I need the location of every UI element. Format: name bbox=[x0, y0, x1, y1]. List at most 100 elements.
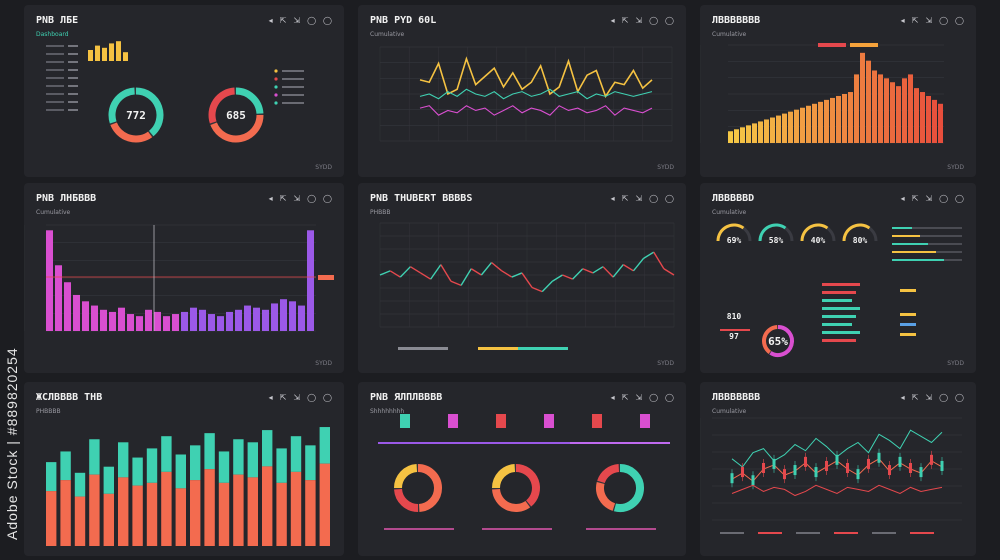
share-icon[interactable]: ⇱ bbox=[279, 393, 287, 402]
share-icon[interactable]: ⇱ bbox=[911, 194, 919, 203]
expand-icon[interactable]: ⇲ bbox=[925, 393, 933, 402]
bar-top bbox=[175, 454, 186, 489]
bar bbox=[55, 265, 62, 331]
price-segment bbox=[572, 268, 584, 280]
legend-line bbox=[796, 532, 820, 534]
donut-slice bbox=[135, 87, 164, 137]
series-line bbox=[419, 88, 653, 100]
share-icon[interactable]: ⇱ bbox=[621, 194, 629, 203]
expand-icon[interactable]: ⇲ bbox=[635, 16, 643, 25]
panel-subtitle: PHBBBB bbox=[36, 408, 61, 415]
bar bbox=[235, 309, 242, 331]
info-icon[interactable]: ◯ bbox=[665, 194, 674, 203]
donut-value: 772 bbox=[126, 109, 146, 122]
settings-icon[interactable]: ◯ bbox=[649, 393, 659, 402]
share-icon[interactable]: ⇱ bbox=[911, 16, 919, 25]
info-icon[interactable]: ◯ bbox=[323, 393, 332, 402]
share-icon[interactable]: ⇱ bbox=[911, 393, 919, 402]
settings-icon[interactable]: ◯ bbox=[307, 16, 317, 25]
info-icon[interactable]: ◯ bbox=[323, 16, 332, 25]
bar-bottom bbox=[190, 480, 201, 546]
divider-bar bbox=[378, 442, 478, 444]
price-segment bbox=[511, 272, 523, 278]
legend-line bbox=[872, 532, 896, 534]
back-icon[interactable]: ◂ bbox=[900, 393, 905, 402]
share-icon[interactable]: ⇱ bbox=[621, 393, 629, 402]
bar bbox=[136, 316, 143, 331]
panel-donuts: PNB ЯЛПЛВВВВ Shhhhhhhh ◂ ⇱ ⇲ ◯ ◯ bbox=[358, 382, 686, 556]
panel-footer: SYDD bbox=[657, 164, 674, 171]
bar bbox=[848, 92, 853, 143]
panel-footer: SYDD bbox=[947, 360, 964, 367]
back-icon[interactable]: ◂ bbox=[610, 393, 615, 402]
back-icon[interactable]: ◂ bbox=[268, 16, 273, 25]
settings-icon[interactable]: ◯ bbox=[939, 194, 949, 203]
bar bbox=[109, 311, 116, 331]
bar bbox=[746, 125, 751, 143]
stock-line-chart bbox=[379, 222, 675, 350]
info-icon[interactable]: ◯ bbox=[955, 393, 964, 402]
price-segment bbox=[480, 262, 493, 276]
expand-icon[interactable]: ⇲ bbox=[635, 393, 643, 402]
legend-line bbox=[834, 532, 858, 534]
back-icon[interactable]: ◂ bbox=[610, 194, 615, 203]
share-icon[interactable]: ⇱ bbox=[279, 16, 287, 25]
bar-top bbox=[233, 439, 244, 475]
back-icon[interactable]: ◂ bbox=[900, 194, 905, 203]
settings-icon[interactable]: ◯ bbox=[649, 194, 659, 203]
legend-line bbox=[68, 69, 78, 71]
expand-icon[interactable]: ⇲ bbox=[293, 16, 301, 25]
info-icon[interactable]: ◯ bbox=[323, 194, 332, 203]
bar bbox=[794, 109, 799, 143]
bar bbox=[866, 60, 871, 143]
bar bbox=[208, 314, 215, 331]
bar bbox=[854, 74, 859, 143]
gauge-fill bbox=[716, 223, 745, 242]
settings-icon[interactable]: ◯ bbox=[939, 393, 949, 402]
price-segment bbox=[410, 266, 421, 274]
donut-slice bbox=[597, 464, 620, 484]
back-icon[interactable]: ◂ bbox=[610, 16, 615, 25]
settings-icon[interactable]: ◯ bbox=[307, 194, 317, 203]
settings-icon[interactable]: ◯ bbox=[649, 16, 659, 25]
legend-dot bbox=[274, 85, 278, 89]
bar bbox=[836, 95, 841, 143]
expand-icon[interactable]: ⇲ bbox=[925, 194, 933, 203]
donut-slice bbox=[110, 122, 153, 143]
hbar bbox=[822, 323, 852, 326]
hbar bbox=[822, 299, 852, 302]
progress-fill bbox=[892, 251, 936, 253]
settings-icon[interactable]: ◯ bbox=[307, 393, 317, 402]
donut-slice bbox=[394, 464, 418, 489]
share-icon[interactable]: ⇱ bbox=[279, 194, 287, 203]
expand-icon[interactable]: ⇲ bbox=[925, 16, 933, 25]
progress-track bbox=[892, 227, 962, 229]
info-icon[interactable]: ◯ bbox=[665, 393, 674, 402]
back-icon[interactable]: ◂ bbox=[268, 194, 273, 203]
expand-icon[interactable]: ⇲ bbox=[293, 194, 301, 203]
bar-bottom bbox=[262, 466, 273, 546]
price-segment bbox=[440, 264, 452, 282]
info-icon[interactable]: ◯ bbox=[955, 194, 964, 203]
gauge-fill bbox=[842, 223, 871, 242]
legend-square bbox=[448, 414, 458, 428]
donut-slice bbox=[492, 464, 516, 489]
bar bbox=[842, 94, 847, 143]
expand-icon[interactable]: ⇲ bbox=[635, 194, 643, 203]
back-icon[interactable]: ◂ bbox=[900, 16, 905, 25]
series-line bbox=[419, 56, 653, 99]
back-icon[interactable]: ◂ bbox=[268, 393, 273, 402]
panel-toolbar: ◂ ⇱ ⇲ ◯ ◯ bbox=[611, 17, 674, 25]
gauge-value: 80% bbox=[853, 236, 868, 245]
bar bbox=[181, 311, 188, 331]
settings-icon[interactable]: ◯ bbox=[939, 16, 949, 25]
bar bbox=[884, 78, 889, 143]
expand-icon[interactable]: ⇲ bbox=[293, 393, 301, 402]
price-segment bbox=[643, 251, 655, 259]
info-icon[interactable]: ◯ bbox=[955, 16, 964, 25]
info-icon[interactable]: ◯ bbox=[665, 16, 674, 25]
price-segment bbox=[612, 264, 624, 278]
share-icon[interactable]: ⇱ bbox=[621, 16, 629, 25]
donut-charts bbox=[378, 414, 670, 530]
panel-overview: PNB ЛБЕ Dashboard ◂ ⇱ ⇲ ◯ ◯ 772 685 SYDD bbox=[24, 5, 344, 177]
